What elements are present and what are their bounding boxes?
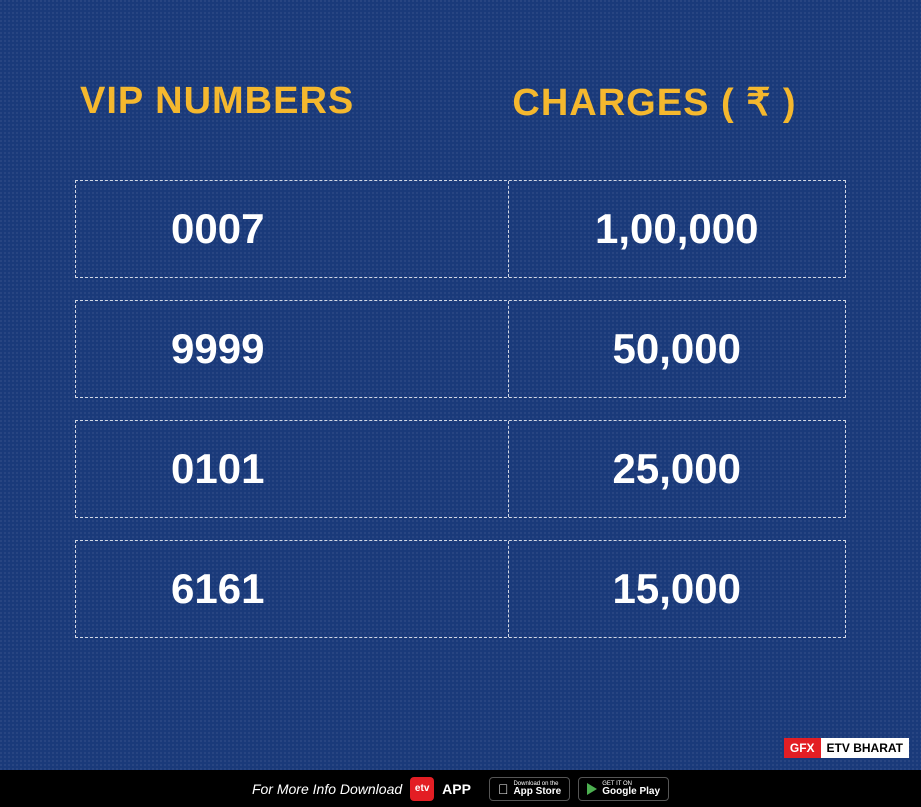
charge-cell: 25,000 — [509, 445, 846, 493]
vip-number-cell: 9999 — [76, 301, 509, 397]
charge-cell: 1,00,000 — [509, 205, 846, 253]
table-row: 0007 1,00,000 — [75, 180, 846, 278]
googleplay-badge[interactable]: GET IT ON Google Play — [578, 777, 669, 801]
footer-bar: For More Info Download etv APP  Downloa… — [0, 770, 921, 807]
footer-info-text: For More Info Download — [252, 781, 402, 797]
table-row: 0101 25,000 — [75, 420, 846, 518]
pricing-table: 0007 1,00,000 9999 50,000 0101 25,000 61… — [75, 180, 846, 638]
header-charges: CHARGES ( ₹ ) — [463, 80, 846, 125]
vip-number-cell: 0101 — [76, 421, 509, 517]
table-row: 9999 50,000 — [75, 300, 846, 398]
table-row: 6161 15,000 — [75, 540, 846, 638]
vip-number-cell: 6161 — [76, 541, 509, 637]
etv-app-icon: etv — [410, 777, 434, 801]
play-icon — [587, 783, 597, 795]
main-panel: VIP NUMBERS CHARGES ( ₹ ) 0007 1,00,000 … — [0, 0, 921, 770]
gfx-label: GFX — [784, 738, 821, 758]
googleplay-text: GET IT ON Google Play — [602, 781, 660, 797]
branding-badge: GFX ETV BHARAT — [784, 738, 909, 758]
vip-number-cell: 0007 — [76, 181, 509, 277]
table-headers: VIP NUMBERS CHARGES ( ₹ ) — [75, 80, 846, 125]
appstore-badge[interactable]:  Download on the App Store — [489, 777, 570, 801]
app-label: APP — [442, 781, 471, 797]
charge-cell: 15,000 — [509, 565, 846, 613]
charge-cell: 50,000 — [509, 325, 846, 373]
brand-label: ETV BHARAT — [821, 738, 909, 758]
header-vip-numbers: VIP NUMBERS — [75, 80, 463, 125]
appstore-text: Download on the App Store — [513, 781, 561, 797]
apple-icon:  — [498, 781, 509, 797]
